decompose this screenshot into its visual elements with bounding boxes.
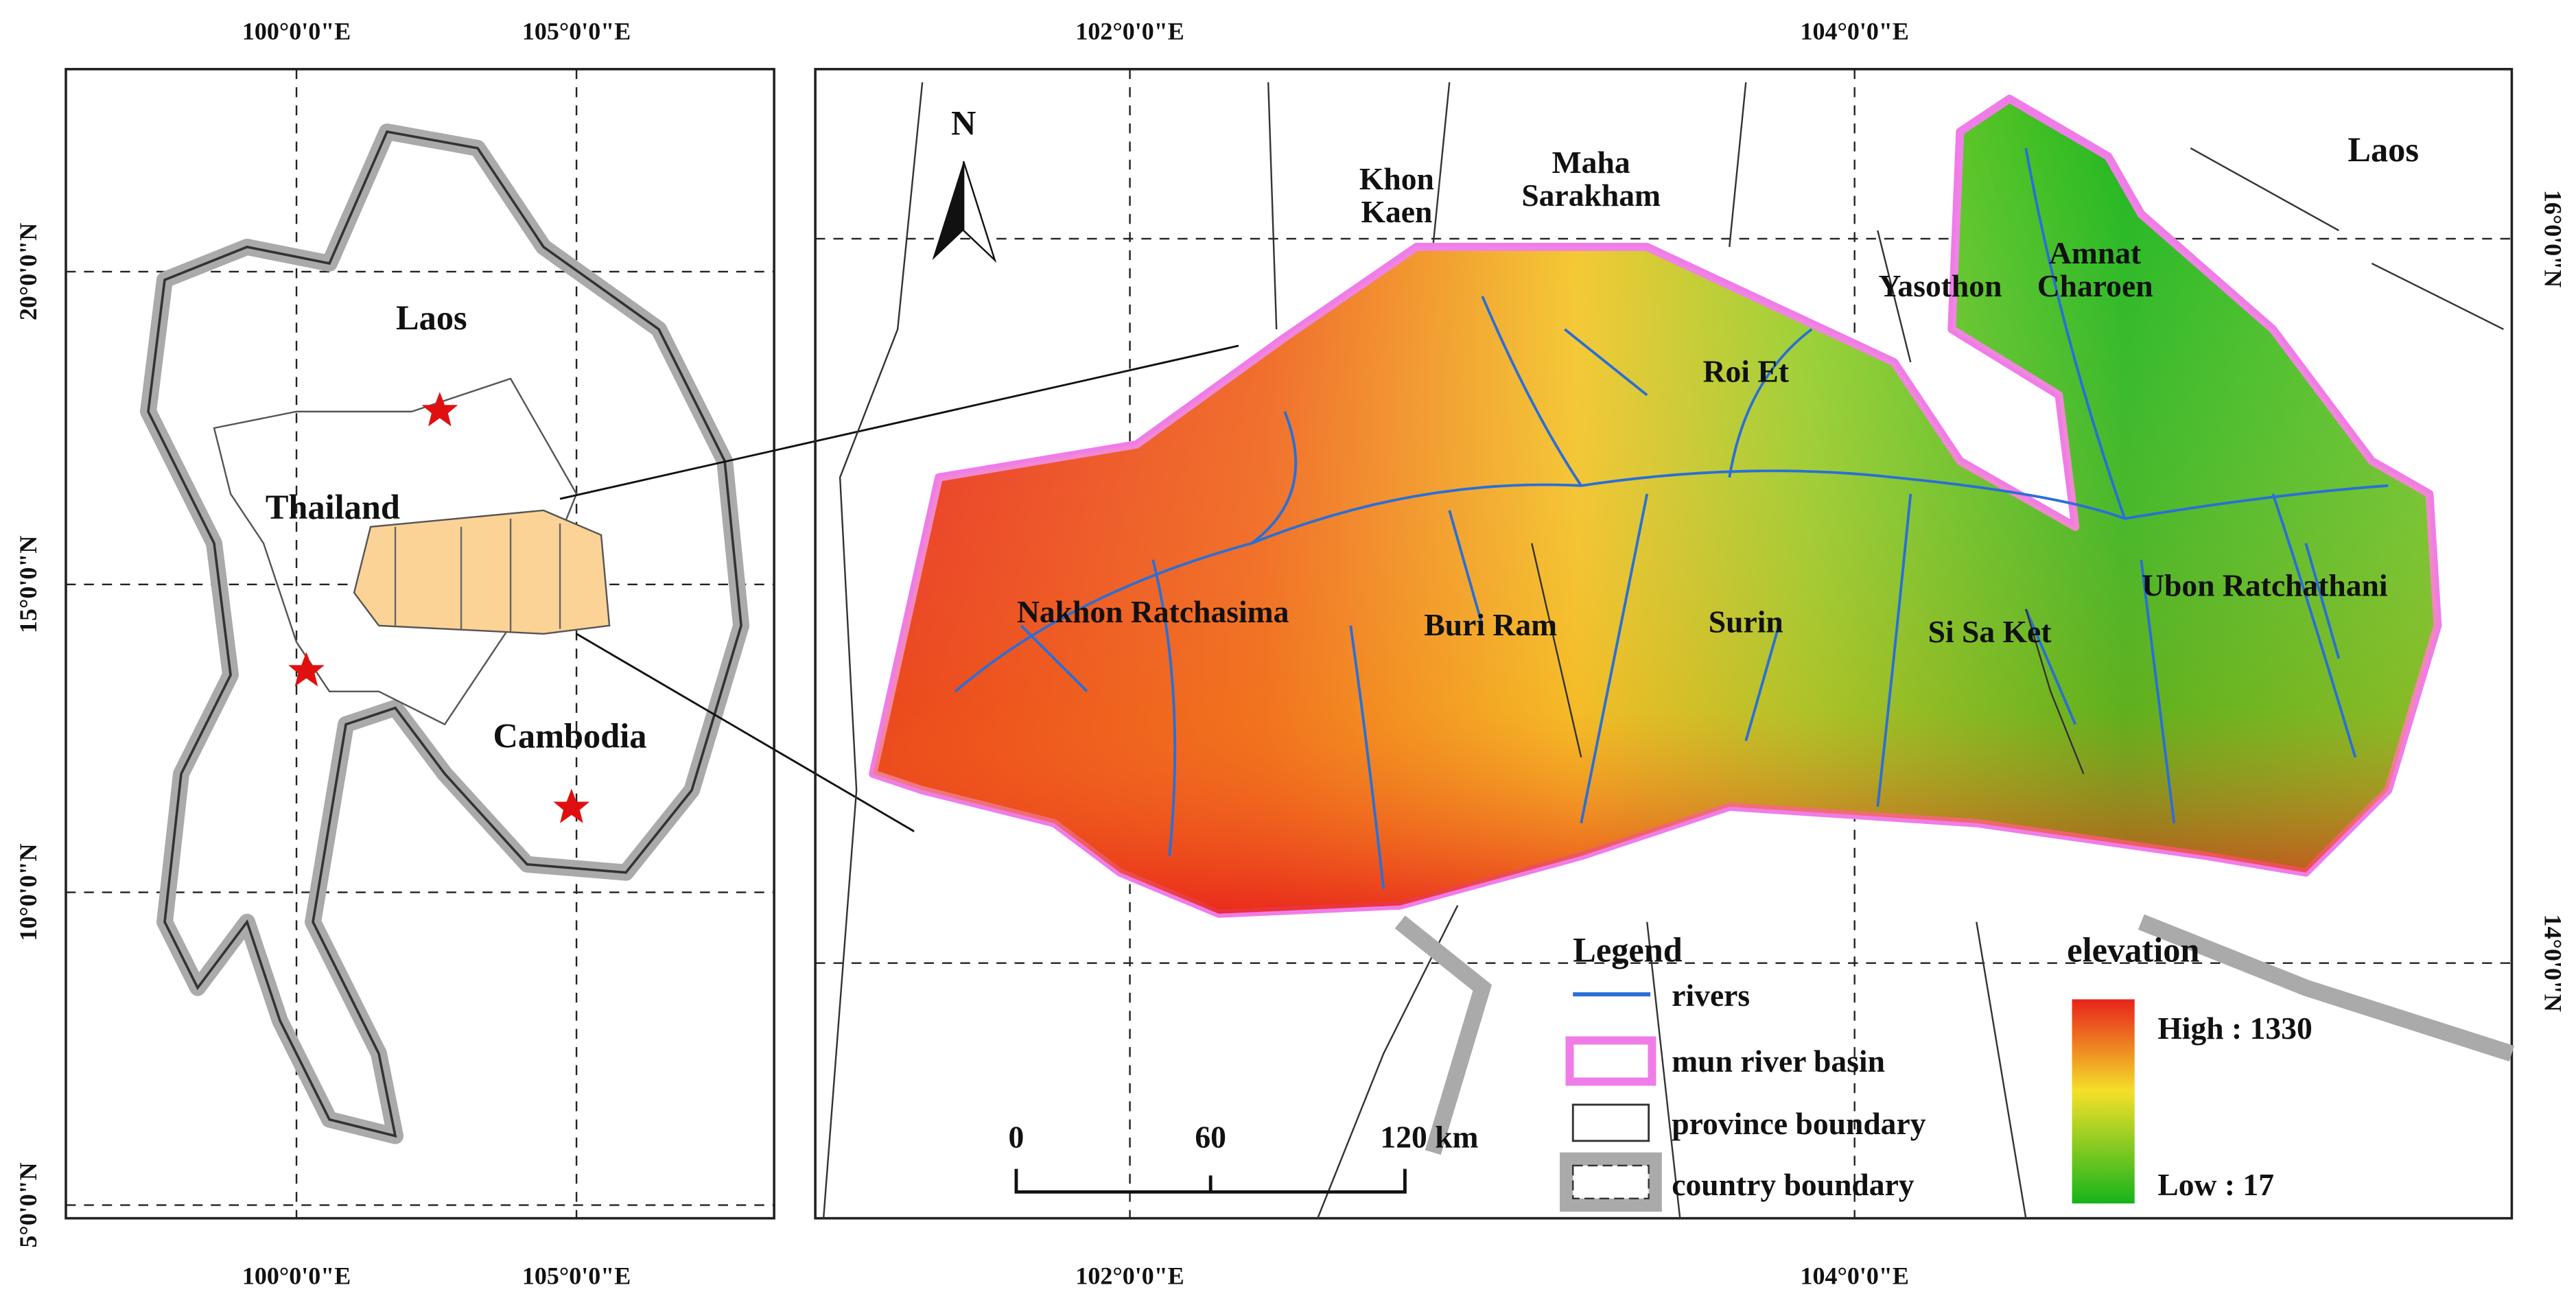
province-label: Roi Et	[1703, 354, 1789, 389]
country-label: Laos	[2347, 130, 2419, 169]
north-arrow	[932, 161, 997, 263]
legend-item: country boundary	[1672, 1167, 1915, 1202]
province-label: Nakhon Ratchasima	[1017, 594, 1289, 629]
place-label: Thailand	[266, 488, 400, 526]
province-label: Maha	[1552, 145, 1630, 180]
lat-label: 16°0'0"N	[2539, 190, 2566, 287]
legend-item: rivers	[1672, 978, 1750, 1013]
lon-label: 102°0'0"E	[1075, 1262, 1184, 1290]
lon-label: 100°0'0"E	[242, 18, 351, 45]
lat-label: 10°0'0"N	[14, 843, 42, 941]
country-outline	[147, 130, 742, 1138]
basin-highlight	[353, 509, 611, 635]
province-label: Sarakham	[1521, 178, 1661, 213]
province-label: Ubon Ratchathani	[2142, 568, 2387, 603]
lon-label: 105°0'0"E	[522, 1262, 631, 1290]
basin-frame	[814, 67, 2514, 1220]
province-label: Khon	[1359, 161, 1434, 196]
thailand-provinces	[213, 377, 578, 726]
scale-bar	[1014, 1168, 1407, 1194]
province-lines	[822, 82, 2504, 1219]
country-boundary	[140, 123, 750, 1144]
overview-frame	[65, 67, 775, 1220]
lon-label: 104°0'0"E	[1801, 18, 1909, 45]
elevation-high: High : 1330	[2157, 1011, 2312, 1046]
elevation-title: elevation	[2067, 930, 2199, 969]
scale-label: 60	[1195, 1119, 1226, 1154]
province-label: Charoen	[2037, 268, 2153, 303]
place-label: Laos	[396, 298, 467, 337]
province-label: Amnat	[2049, 235, 2141, 270]
lat-label: 5°0'0"N	[14, 1162, 42, 1247]
province-label: Surin	[1709, 604, 1783, 639]
lat-label: 20°0'0"N	[14, 223, 42, 320]
lon-label: 102°0'0"E	[1075, 18, 1184, 45]
legend-title: Legend	[1573, 930, 1683, 969]
province-label: Si Sa Ket	[1928, 614, 2052, 649]
lon-label: 104°0'0"E	[1801, 1262, 1909, 1290]
rivers	[954, 148, 2389, 889]
scale-label: 120 km	[1380, 1119, 1478, 1154]
north-label: N	[951, 104, 976, 143]
lon-label: 105°0'0"E	[522, 18, 631, 45]
province-label: Yasothon	[1879, 268, 2002, 303]
legend-symbols	[1560, 992, 2135, 1212]
elevation-low: Low : 17	[2157, 1167, 2274, 1202]
lat-label: 15°0'0"N	[14, 536, 42, 633]
legend-item: mun river basin	[1672, 1044, 1885, 1079]
lon-label: 100°0'0"E	[242, 1262, 351, 1290]
scale-label: 0	[1009, 1119, 1024, 1154]
lat-label: 14°0'0"N	[2539, 915, 2566, 1012]
province-label: Kaen	[1361, 194, 1432, 229]
country-boundary-right	[2138, 914, 2515, 1062]
overview-graticule	[66, 69, 775, 1219]
province-label: Buri Ram	[1424, 607, 1557, 642]
place-label: Cambodia	[493, 716, 647, 755]
legend-item: province boundary	[1672, 1106, 1925, 1141]
capital-stars	[288, 392, 590, 823]
